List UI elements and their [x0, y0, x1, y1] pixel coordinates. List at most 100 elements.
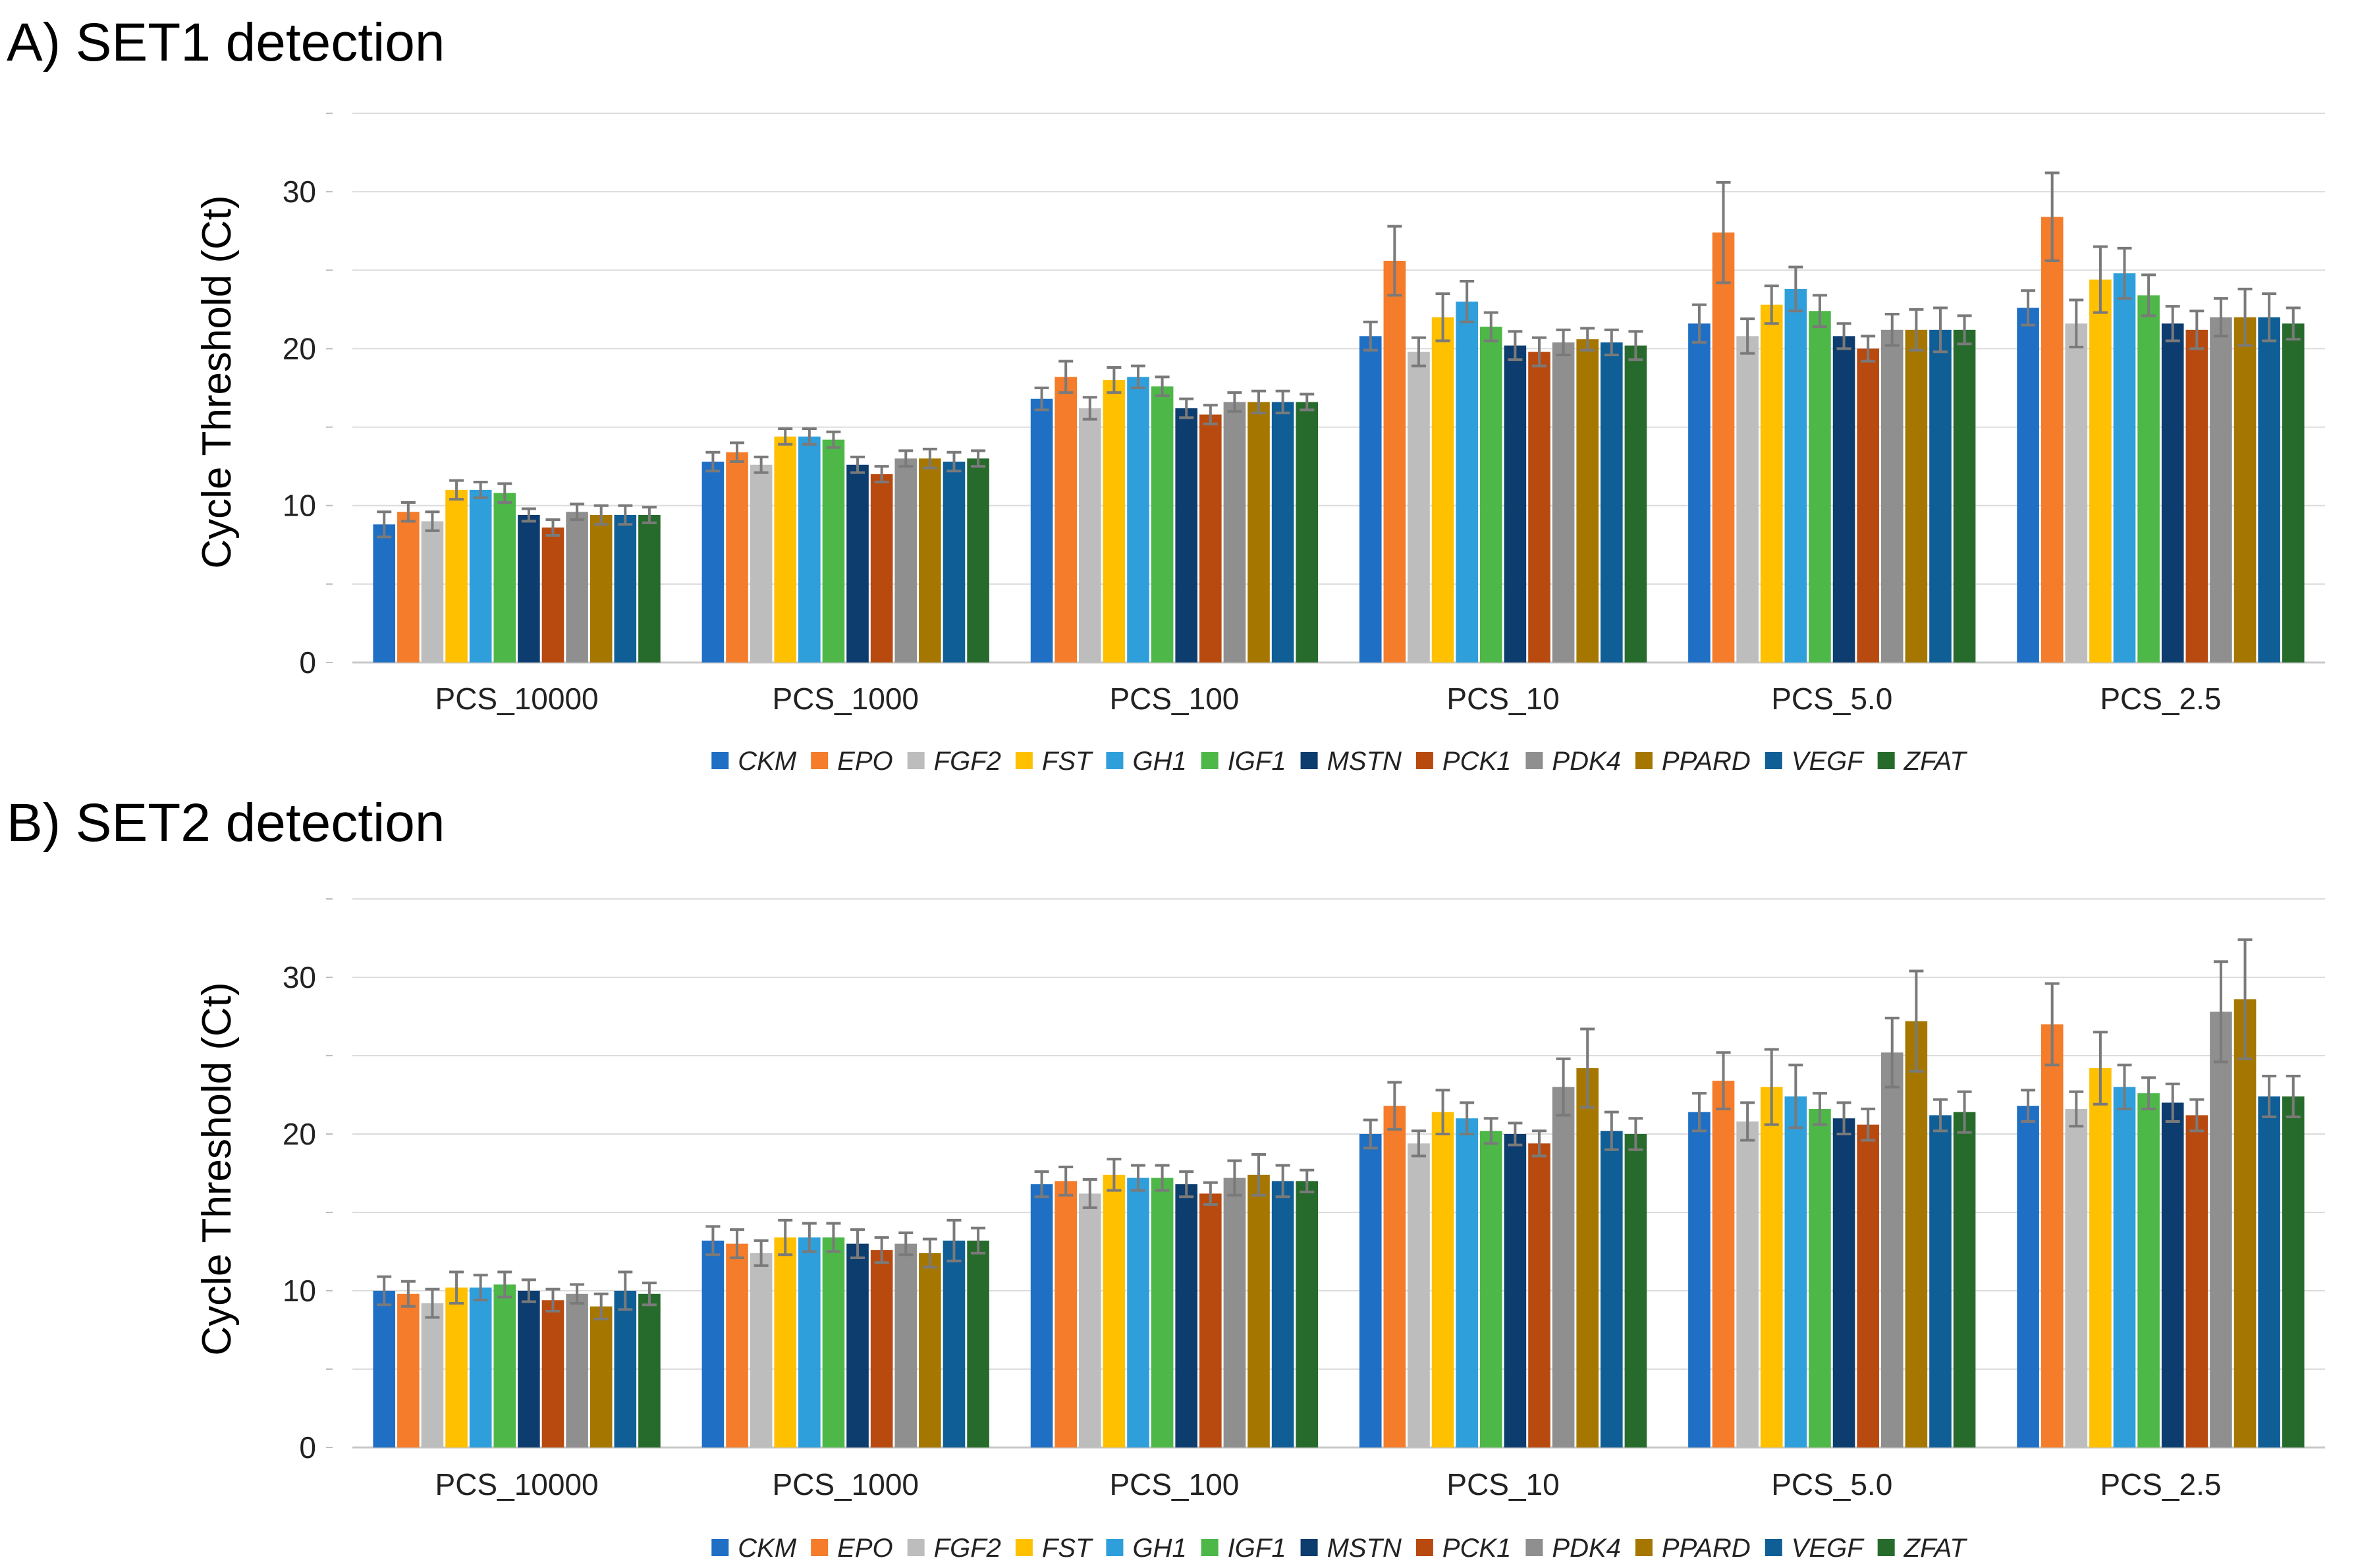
legend-swatch-zfat	[1877, 752, 1895, 769]
bar-igf1-pcs_10000	[493, 493, 516, 662]
bar-pdk4-pcs_100	[1223, 1177, 1246, 1447]
bar-epo-pcs_100	[1055, 377, 1077, 662]
error-bar	[449, 479, 464, 501]
legend-swatch-vegf	[1765, 1539, 1782, 1556]
bar-fst-pcs_2.5	[2089, 279, 2112, 662]
bar-ppard-pcs_10	[1576, 1068, 1599, 1447]
error-bar	[1251, 1152, 1267, 1197]
bar-fgf2-pcs_10	[1408, 352, 1430, 662]
bar-mstn-pcs_10000	[518, 515, 540, 662]
error-bar	[922, 1237, 937, 1269]
error-bar	[2093, 1031, 2108, 1106]
bar-ckm-pcs_100	[1030, 1184, 1053, 1447]
error-bar	[545, 1287, 561, 1312]
error-bar	[1363, 1118, 1378, 1150]
bar-epo-pcs_10	[1383, 1106, 1406, 1447]
bar-pdk4-pcs_2.5	[2210, 1012, 2232, 1447]
bar-epo-pcs_10	[1383, 260, 1406, 662]
bar-mstn-pcs_100	[1175, 1184, 1198, 1447]
legend-label-gh1: GH1	[1132, 1534, 1186, 1563]
error-bar	[1107, 1158, 1122, 1192]
error-bar	[946, 450, 962, 473]
error-bar	[2237, 287, 2253, 347]
error-bar	[1435, 1089, 1450, 1135]
error-bar	[2141, 273, 2156, 317]
error-bar	[1861, 335, 1876, 363]
error-bar	[497, 482, 512, 504]
error-bar	[1483, 311, 1498, 342]
legend-label-pck1: PCK1	[1442, 747, 1512, 776]
legend-label-ckm: CKM	[738, 1534, 797, 1563]
y-tick-label: 30	[283, 960, 316, 994]
bar-gh1-pcs_10000	[469, 1287, 492, 1447]
legend-label-mstn: MSTN	[1327, 1534, 1402, 1563]
bar-gh1-pcs_100	[1127, 377, 1149, 662]
bar-pck1-pcs_5.0	[1857, 1124, 1879, 1447]
bar-igf1-pcs_2.5	[2137, 295, 2160, 662]
legend-label-vegf: VEGF	[1792, 1534, 1865, 1563]
legend-label-igf1: IGF1	[1228, 747, 1286, 776]
error-bar	[1387, 225, 1402, 297]
y-tick-label: 30	[283, 175, 316, 209]
bar-zfat-pcs_5.0	[1953, 329, 1976, 662]
legend-label-fgf2: FGF2	[934, 747, 1001, 776]
bar-zfat-pcs_100	[1296, 402, 1319, 662]
bar-fst-pcs_100	[1103, 380, 1126, 662]
error-bar	[2165, 305, 2180, 342]
error-bar	[1932, 306, 1948, 354]
bar-gh1-pcs_10	[1456, 301, 1478, 662]
legend-swatch-ckm	[711, 1539, 729, 1556]
error-bar	[1716, 1051, 1731, 1110]
bar-fgf2-pcs_10	[1408, 1143, 1430, 1447]
legend-label-epo: EPO	[837, 1534, 892, 1563]
bar-ppard-pcs_5.0	[1905, 1021, 1928, 1447]
bar-vegf-pcs_10000	[614, 1291, 637, 1447]
bar-mstn-pcs_2.5	[2161, 1102, 2184, 1447]
error-bar	[2117, 246, 2132, 300]
error-bar	[1227, 1159, 1242, 1197]
legend-swatch-ppard	[1635, 752, 1653, 769]
bar-epo-pcs_100	[1055, 1181, 1077, 1447]
error-bar	[850, 1228, 865, 1260]
bar-vegf-pcs_2.5	[2258, 1096, 2280, 1447]
error-bar	[1884, 1016, 1900, 1089]
bar-igf1-pcs_100	[1151, 386, 1174, 662]
bar-gh1-pcs_10	[1456, 1118, 1478, 1447]
error-bar	[1034, 1170, 1049, 1199]
bar-fgf2-pcs_1000	[750, 464, 773, 662]
bar-vegf-pcs_100	[1271, 402, 1294, 662]
x-tick-label: PCS_1000	[773, 1467, 919, 1501]
x-tick-label: PCS_10	[1446, 1467, 1559, 1501]
bar-zfat-pcs_1000	[967, 1240, 989, 1447]
bar-gh1-pcs_100	[1127, 1177, 1149, 1447]
error-bar	[400, 1280, 416, 1308]
legend-label-ppard: PPARD	[1662, 1534, 1751, 1563]
legend-label-pdk4: PDK4	[1552, 1534, 1621, 1563]
bar-epo-pcs_2.5	[2041, 1024, 2064, 1447]
bar-mstn-pcs_10000	[518, 1291, 540, 1447]
error-bar	[1957, 1090, 1972, 1134]
legend-label-fst: FST	[1042, 747, 1093, 776]
error-bar	[2189, 310, 2205, 350]
y-axis-label: Cycle Threshold (Ct)	[194, 195, 240, 568]
error-bar	[521, 1278, 536, 1303]
error-bar	[753, 455, 769, 474]
legend-label-zfat: ZFAT	[1904, 1534, 1968, 1563]
error-bar	[2262, 1074, 2277, 1118]
error-bar	[1884, 313, 1900, 347]
bar-fst-pcs_10000	[445, 1287, 468, 1447]
bar-ckm-pcs_10	[1359, 336, 1382, 662]
bar-igf1-pcs_2.5	[2137, 1093, 2160, 1447]
error-bar	[2141, 1076, 2156, 1110]
bar-mstn-pcs_1000	[846, 464, 869, 662]
legend-swatch-epo	[811, 752, 829, 769]
error-bar	[1227, 391, 1242, 413]
error-bar	[1836, 1101, 1851, 1135]
x-tick-label: PCS_5.0	[1771, 1467, 1892, 1501]
error-bar	[2213, 960, 2228, 1064]
bar-pck1-pcs_10	[1528, 1143, 1550, 1447]
error-bar	[850, 455, 865, 474]
bar-pck1-pcs_1000	[870, 474, 893, 662]
error-bar	[1082, 396, 1097, 421]
error-bar	[802, 427, 817, 446]
